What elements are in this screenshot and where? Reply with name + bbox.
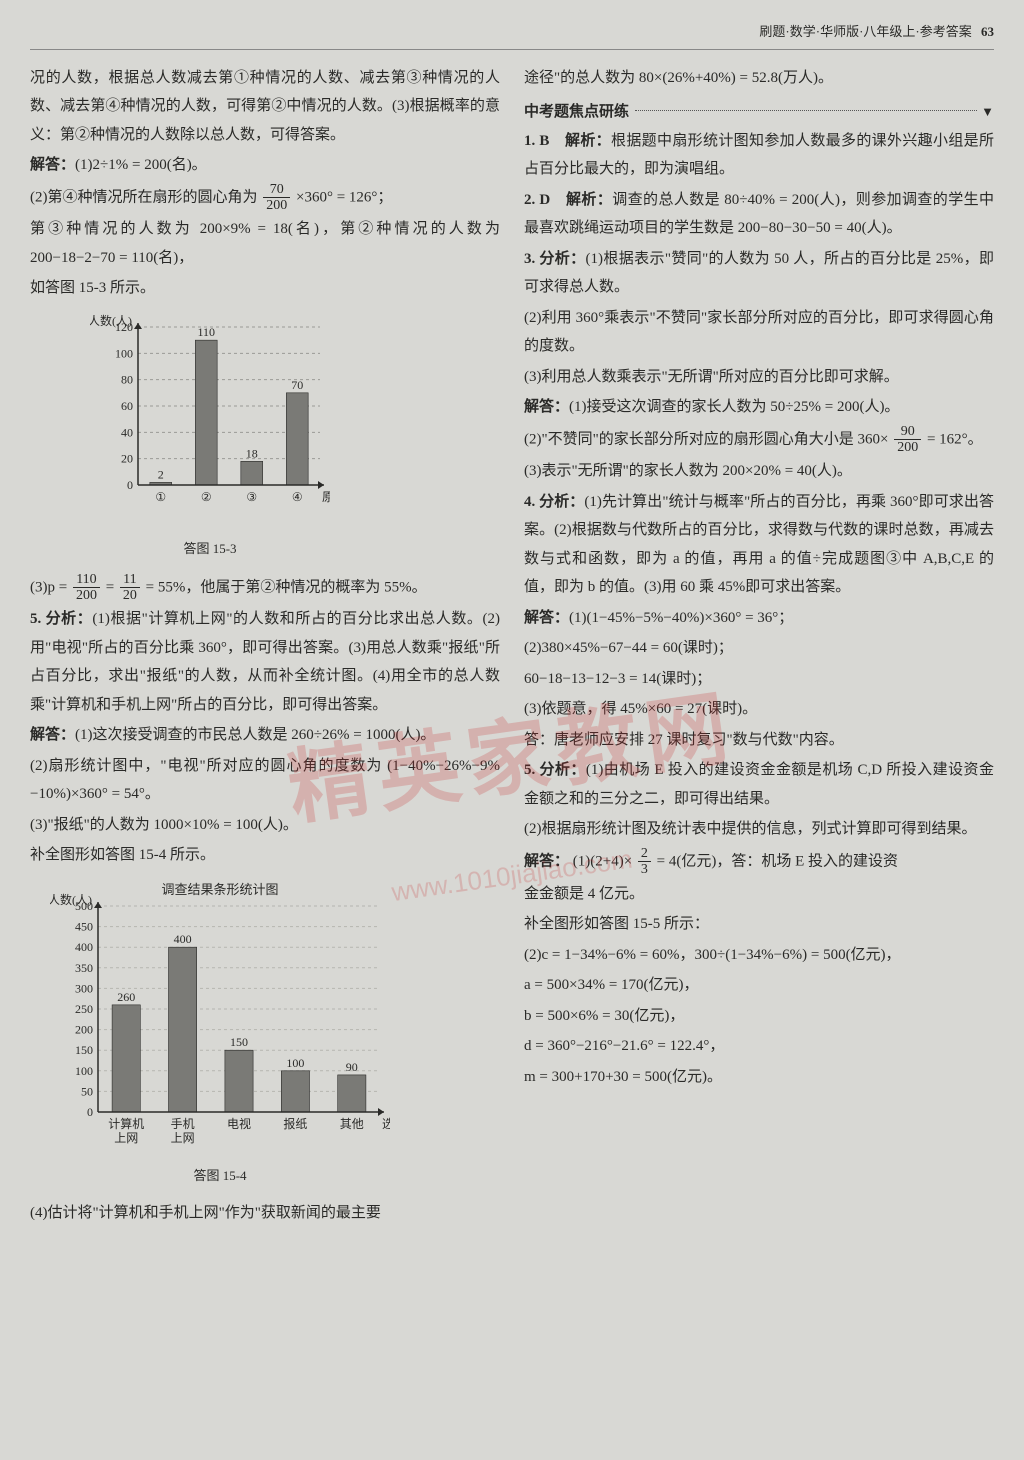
right-q4: 4. 分析：(1)先计算出"统计与概率"所占的百分比，再乘 360°即可求出答案… xyxy=(524,488,994,602)
right-q5-a6: d = 360°−216°−21.6° = 122.4°， xyxy=(524,1032,994,1061)
chart-15-4: 调查结果条形统计图人数(人)05010015020025030035040045… xyxy=(50,880,500,1189)
right-q5-2: (2)根据扇形统计图及统计表中提供的信息，列式计算即可得到结果。 xyxy=(524,815,994,844)
svg-text:450: 450 xyxy=(75,920,93,934)
right-q4-a2: (2)380×45%−67−44 = 60(课时)； xyxy=(524,634,994,663)
svg-text:100: 100 xyxy=(115,346,133,360)
right-q5-a5: b = 500×6% = 30(亿元)， xyxy=(524,1002,994,1031)
section-heading: 中考题焦点研练 ▼ xyxy=(524,98,994,127)
left-column: 况的人数，根据总人数减去第①种情况的人数、减去第③种情况的人数、减去第④种情况的… xyxy=(30,64,500,1229)
svg-text:90: 90 xyxy=(346,1060,358,1074)
svg-text:100: 100 xyxy=(75,1064,93,1078)
svg-text:400: 400 xyxy=(174,932,192,946)
left-q5-a4: 补全图形如答图 15-4 所示。 xyxy=(30,841,500,870)
svg-text:500: 500 xyxy=(75,899,93,913)
right-q4-a5: 答：唐老师应安排 27 课时复习"数与代数"内容。 xyxy=(524,726,994,755)
right-column: 途径"的总人数为 80×(26%+40%) = 52.8(万人)。 中考题焦点研… xyxy=(524,64,994,1229)
svg-text:电视: 电视 xyxy=(227,1116,251,1131)
content-columns: 况的人数，根据总人数减去第①种情况的人数、减去第③种情况的人数、减去第④种情况的… xyxy=(30,64,994,1229)
right-q5-a1c: 金金额是 4 亿元。 xyxy=(524,880,994,909)
right-q4-a4: (3)依题意，得 45%×60 = 27(课时)。 xyxy=(524,695,994,724)
svg-text:350: 350 xyxy=(75,961,93,975)
left-q5: 5. 分析：(1)根据"计算机上网"的人数和所占的百分比求出总人数。(2)用"电… xyxy=(30,605,500,719)
left-q5-a1: 解答：(1)这次接受调查的市民总人数是 260÷26% = 1000(人)。 xyxy=(30,721,500,750)
left-p1: 况的人数，根据总人数减去第①种情况的人数、减去第③种情况的人数、减去第④种情况的… xyxy=(30,64,500,150)
svg-text:400: 400 xyxy=(75,940,93,954)
svg-text:150: 150 xyxy=(75,1043,93,1057)
svg-text:④: ④ xyxy=(292,490,303,504)
chart-15-3-svg: 人数(人)0204060801001202①110②18③70④原因 xyxy=(90,313,330,533)
answer-label: 解答： xyxy=(30,157,75,173)
left-q5-a2: (2)扇形统计图中，"电视"所对应的圆心角的度数为 (1−40%−26%−9%−… xyxy=(30,752,500,809)
svg-text:原因: 原因 xyxy=(322,490,330,504)
svg-text:18: 18 xyxy=(246,446,258,460)
right-q5-a2: 补全图形如答图 15-5 所示： xyxy=(524,910,994,939)
right-q3-a1: 解答：(1)接受这次调查的家长人数为 50÷25% = 200(人)。 xyxy=(524,393,994,422)
right-q5-a4: a = 500×34% = 170(亿元)， xyxy=(524,971,994,1000)
svg-text:50: 50 xyxy=(81,1084,93,1098)
right-q2: 2. D 解析：调查的总人数是 80÷40% = 200(人)，则参加调查的学生… xyxy=(524,186,994,243)
fraction: 90200 xyxy=(894,424,921,456)
right-p0: 途径"的总人数为 80×(26%+40%) = 52.8(万人)。 xyxy=(524,64,994,93)
svg-text:计算机: 计算机 xyxy=(108,1116,144,1131)
svg-text:120: 120 xyxy=(115,320,133,334)
svg-text:调查结果条形统计图: 调查结果条形统计图 xyxy=(161,882,278,897)
svg-text:70: 70 xyxy=(291,378,303,392)
left-last: (4)估计将"计算机和手机上网"作为"获取新闻的最主要 xyxy=(30,1199,500,1228)
left-p3: (2)第④种情况所在扇形的圆心角为 70200 ×360° = 126°； xyxy=(30,182,500,214)
svg-text:150: 150 xyxy=(230,1035,248,1049)
left-q5-a3: (3)"报纸"的人数为 1000×10% = 100(人)。 xyxy=(30,811,500,840)
svg-text:上网: 上网 xyxy=(171,1131,195,1145)
chart-15-4-caption: 答图 15-4 xyxy=(50,1164,390,1189)
svg-text:20: 20 xyxy=(121,452,133,466)
chart-15-3-caption: 答图 15-3 xyxy=(90,537,330,562)
triangle-icon: ▼ xyxy=(981,100,994,125)
svg-text:上网: 上网 xyxy=(114,1131,138,1145)
svg-text:100: 100 xyxy=(286,1056,304,1070)
svg-text:②: ② xyxy=(201,490,212,504)
svg-text:选项: 选项 xyxy=(382,1117,390,1131)
right-q1: 1. B 解析：根据题中扇形统计图知参加人数最多的课外兴趣小组是所占百分比最大的… xyxy=(524,127,994,184)
page-number: 63 xyxy=(981,24,994,39)
right-q3-2: (2)利用 360°乘表示"不赞同"家长部分所对应的百分比，即可求得圆心角的度数… xyxy=(524,304,994,361)
svg-text:①: ① xyxy=(155,490,166,504)
svg-text:手机: 手机 xyxy=(171,1117,195,1131)
fraction: 110200 xyxy=(73,572,100,604)
svg-text:报纸: 报纸 xyxy=(283,1116,307,1131)
right-q4-a1: 解答：(1)(1−45%−5%−40%)×360° = 36°； xyxy=(524,604,994,633)
right-q4-a3: 60−18−13−12−3 = 14(课时)； xyxy=(524,665,994,694)
svg-text:0: 0 xyxy=(87,1105,93,1119)
fraction: 70200 xyxy=(263,182,290,214)
breadcrumb: 刷题·数学·华师版·八年级上·参考答案 xyxy=(759,24,971,39)
dots-fill xyxy=(635,110,977,111)
chart-15-4-svg: 调查结果条形统计图人数(人)05010015020025030035040045… xyxy=(50,880,390,1160)
page-header: 刷题·数学·华师版·八年级上·参考答案 63 xyxy=(30,20,994,50)
left-p2: 解答：(1)2÷1% = 200(名)。 xyxy=(30,151,500,180)
right-q5: 5. 分析：(1)由机场 E 投入的建设资金金额是机场 C,D 所投入建设资金金… xyxy=(524,756,994,813)
svg-text:其他: 其他 xyxy=(340,1117,364,1131)
right-q3-a3: (3)表示"无所谓"的家长人数为 200×20% = 40(人)。 xyxy=(524,457,994,486)
svg-text:0: 0 xyxy=(127,478,133,492)
right-q3: 3. 分析：(1)根据表示"赞同"的人数为 50 人，所占的百分比是 25%，即… xyxy=(524,245,994,302)
svg-text:110: 110 xyxy=(197,325,215,339)
svg-text:250: 250 xyxy=(75,1002,93,1016)
svg-text:2: 2 xyxy=(158,467,164,481)
right-q5-a1: 解答： (1)(2+4)× 23 = 4(亿元)，答：机场 E 投入的建设资 xyxy=(524,846,994,878)
svg-text:80: 80 xyxy=(121,373,133,387)
right-q5-a7: m = 300+170+30 = 500(亿元)。 xyxy=(524,1063,994,1092)
right-q3-a2: (2)"不赞同"的家长部分所对应的扇形圆心角大小是 360× 90200 = 1… xyxy=(524,424,994,456)
fraction: 23 xyxy=(638,846,651,878)
right-q3-3: (3)利用总人数乘表示"无所谓"所对应的百分比即可求解。 xyxy=(524,363,994,392)
svg-text:200: 200 xyxy=(75,1023,93,1037)
right-q5-a3: (2)c = 1−34%−6% = 60%，300÷(1−34%−6%) = 5… xyxy=(524,941,994,970)
left-p6: (3)p = 110200 = 1120 = 55%，他属于第②种情况的概率为 … xyxy=(30,572,500,604)
svg-text:300: 300 xyxy=(75,981,93,995)
left-p5: 如答图 15-3 所示。 xyxy=(30,274,500,303)
fraction: 1120 xyxy=(120,572,140,604)
left-p4: 第③种情况的人数为 200×9% = 18(名)，第②种情况的人数为 200−1… xyxy=(30,215,500,272)
svg-text:40: 40 xyxy=(121,425,133,439)
svg-text:60: 60 xyxy=(121,399,133,413)
svg-text:③: ③ xyxy=(246,490,257,504)
svg-text:260: 260 xyxy=(117,990,135,1004)
chart-15-3: 人数(人)0204060801001202①110②18③70④原因 答图 15… xyxy=(90,313,500,562)
